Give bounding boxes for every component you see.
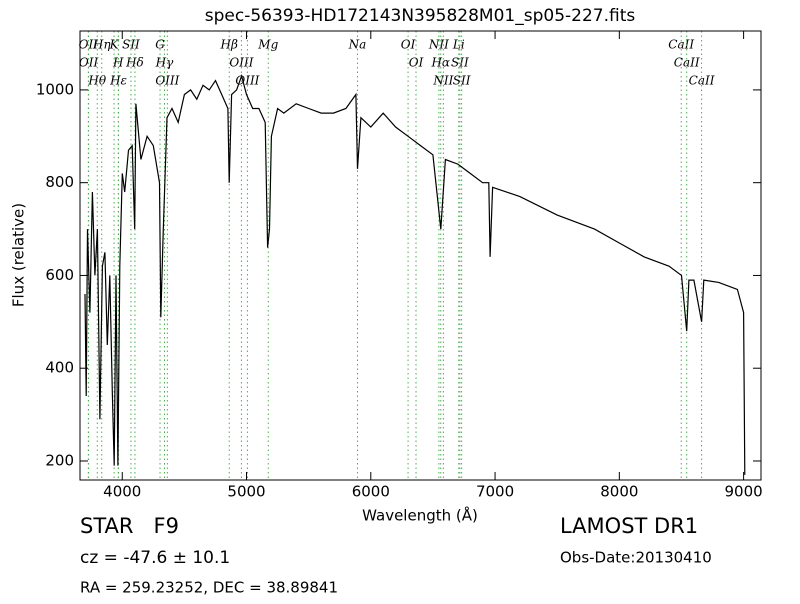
x-axis-label: Wavelength (Å): [362, 506, 478, 525]
x-tick-label: 5000: [227, 483, 265, 501]
line-label: Hβ: [220, 38, 238, 52]
line-label: NII: [428, 38, 449, 52]
y-axis-label: Flux (relative): [10, 203, 28, 307]
y-tick-label: 600: [45, 266, 74, 284]
y-tick-label: 800: [45, 173, 74, 191]
x-tick-label: 9000: [725, 483, 763, 501]
line-label: Hδ: [125, 56, 144, 70]
line-label: G: [155, 38, 165, 52]
survey-label: LAMOST DR1: [560, 514, 698, 538]
line-label: SII: [122, 38, 140, 52]
line-label: Hα: [430, 56, 450, 70]
line-label: OIII: [155, 74, 179, 88]
line-label: Hθ: [87, 74, 106, 88]
y-tick-label: 200: [45, 451, 74, 469]
line-label: CaII: [674, 56, 700, 70]
line-label: CaII: [668, 38, 694, 52]
chart-title: spec-56393-HD172143N395828M01_sp05-227.f…: [205, 6, 636, 26]
line-label: OIII: [229, 56, 253, 70]
line-label: OII: [79, 56, 99, 70]
date-label: Obs-Date:20130410: [560, 549, 712, 567]
line-label: SII: [453, 74, 471, 88]
line-label: OI: [409, 56, 424, 70]
y-tick-label: 400: [45, 359, 74, 377]
class-label: STAR F9: [80, 514, 179, 538]
spectrum-line: [84, 73, 746, 475]
line-label: CaII: [689, 74, 715, 88]
line-label: Hε: [109, 74, 127, 88]
line-label: Hγ: [155, 56, 174, 70]
x-tick-label: 6000: [352, 483, 390, 501]
line-label: OIII: [235, 74, 259, 88]
x-tick-label: 8000: [600, 483, 638, 501]
x-tick-label: 7000: [476, 483, 514, 501]
coords-label: RA = 259.23252, DEC = 38.89841: [80, 579, 338, 597]
line-label: SII: [451, 56, 469, 70]
line-label: Mg: [257, 38, 278, 52]
line-label: NII: [432, 74, 453, 88]
x-tick-label: 4000: [103, 483, 141, 501]
line-label: Li: [452, 38, 465, 52]
plot-frame: [79, 30, 762, 481]
line-label: K: [109, 38, 120, 52]
line-label: Hη: [92, 38, 111, 52]
line-label: Na: [348, 38, 367, 52]
line-label: OI: [401, 38, 416, 52]
y-tick-label: 1000: [36, 80, 74, 98]
cz-label: cz = -47.6 ± 10.1: [80, 548, 230, 568]
